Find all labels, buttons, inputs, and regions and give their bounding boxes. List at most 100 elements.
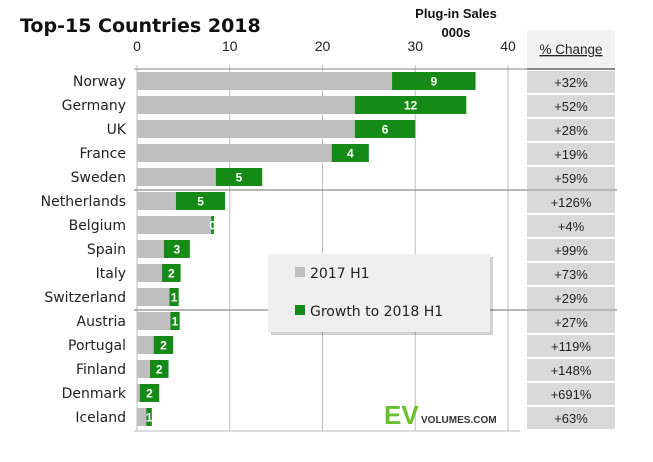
pct-change-value: +32% — [554, 75, 588, 90]
pct-change-cell — [527, 383, 615, 405]
growth-data-label: 2 — [156, 363, 163, 377]
category-label: Iceland — [75, 410, 126, 426]
logo-ev: EV — [384, 400, 419, 430]
pct-change-value: +29% — [554, 291, 588, 306]
growth-data-label: 9 — [430, 75, 437, 89]
pct-change-cell — [527, 263, 615, 285]
pct-change-cell — [527, 71, 615, 93]
bar-growth-2018-h1 — [211, 216, 214, 234]
pct-change-value: +59% — [554, 171, 588, 186]
bar-2017-h1 — [137, 264, 163, 282]
pct-change-column: % Change +32% +52% +28% +19% +59% +126% +4% +99… — [527, 30, 615, 429]
unit-label-line2: 000s — [442, 25, 471, 40]
bar-2017-h1 — [137, 408, 147, 426]
unit-label-line1: Plug-in Sales — [415, 6, 497, 21]
growth-data-label: 12 — [404, 99, 418, 113]
category-label: Belgium — [69, 218, 126, 234]
bar-growth-2018-h1 — [169, 288, 179, 306]
bar-2017-h1 — [137, 384, 140, 402]
bar-growth-2018-h1 — [162, 264, 181, 282]
pct-change-value: +126% — [551, 195, 592, 210]
growth-data-label: 4 — [347, 147, 354, 161]
legend-box — [268, 254, 490, 332]
bar-2017-h1 — [137, 72, 393, 90]
growth-data-label: 1 — [146, 411, 153, 425]
category-label: Portugal — [68, 338, 126, 354]
growth-data-label: 5 — [197, 195, 204, 209]
bar-2017-h1 — [137, 240, 164, 258]
pct-change-cell — [527, 407, 615, 429]
x-tick-label: 30 — [407, 38, 423, 54]
bar-growth-2018-h1 — [139, 384, 160, 402]
category-label: Austria — [77, 314, 126, 330]
category-label: Finland — [76, 362, 126, 378]
pct-change-cell — [527, 287, 615, 309]
logo-text: VOLUMES.COM — [421, 415, 497, 426]
bar-2017-h1 — [137, 144, 332, 162]
bar-growth-2018-h1 — [146, 408, 152, 426]
category-label: France — [79, 146, 126, 162]
pct-change-header: % Change — [539, 42, 602, 57]
legend-swatch-2017 — [295, 267, 305, 277]
bar-growth-2018-h1 — [163, 240, 190, 258]
x-tick-label: 10 — [222, 38, 238, 54]
category-label: Switzerland — [44, 290, 126, 306]
pct-change-cell — [527, 311, 615, 333]
growth-data-label: 0 — [209, 219, 216, 233]
category-labels: Norway Germany UK France Sweden Netherlands Be… — [41, 74, 127, 426]
pct-change-value: +119% — [551, 339, 591, 354]
bar-2017-h1 — [137, 360, 150, 378]
category-label: Germany — [62, 98, 126, 114]
bar-2017-h1 — [137, 168, 216, 186]
legend: 2017 H1 Growth to 2018 H1 — [268, 254, 493, 335]
bar-growth-2018-h1 — [153, 336, 174, 354]
bar-2017-h1 — [137, 120, 355, 138]
category-label: Spain — [87, 242, 126, 258]
pct-change-value: +148% — [551, 363, 592, 378]
pct-change-value: +99% — [554, 243, 588, 258]
bar-2017-h1 — [137, 192, 176, 210]
growth-data-label: 2 — [146, 387, 153, 401]
chart-title: Top-15 Countries 2018 — [20, 15, 261, 37]
bar-2017-h1 — [137, 312, 171, 330]
legend-swatch-growth — [295, 305, 305, 315]
x-axis-ticks: 0 10 20 30 40 — [133, 38, 516, 54]
bar-2017-h1 — [137, 96, 355, 114]
category-label: Denmark — [62, 386, 127, 402]
category-label: Norway — [73, 74, 126, 90]
pct-change-cell — [527, 167, 615, 189]
pct-change-value: +27% — [554, 315, 588, 330]
pct-change-cell — [527, 359, 615, 381]
bar-2017-h1 — [137, 336, 154, 354]
bar-growth-2018-h1 — [170, 312, 180, 330]
category-label: Netherlands — [41, 194, 126, 210]
growth-data-label: 1 — [171, 291, 178, 305]
pct-change-cell — [527, 239, 615, 261]
bar-2017-h1 — [137, 288, 170, 306]
bar-2017-h1 — [137, 216, 212, 234]
growth-data-label: 2 — [160, 339, 167, 353]
bar-growth-2018-h1 — [354, 120, 416, 138]
growth-data-label: 1 — [172, 315, 179, 329]
growth-data-label: 3 — [174, 243, 181, 257]
bar-growth-2018-h1 — [354, 96, 467, 114]
x-tick-label: 20 — [315, 38, 331, 54]
pct-change-cell — [527, 335, 615, 357]
category-label: UK — [107, 122, 127, 138]
bar-growth-2018-h1 — [392, 72, 476, 90]
growth-data-label: 2 — [168, 267, 175, 281]
pct-change-value: +19% — [554, 147, 588, 162]
pct-change-value: +63% — [554, 411, 588, 426]
bar-growth-2018-h1 — [331, 144, 369, 162]
pct-change-cell — [527, 143, 615, 165]
bar-growth-2018-h1 — [149, 360, 169, 378]
pct-change-value: +691% — [551, 387, 592, 402]
pct-change-cell — [527, 119, 615, 141]
bar-growth-2018-h1 — [175, 192, 226, 210]
x-tick-label: 40 — [500, 38, 516, 54]
category-label: Sweden — [71, 170, 126, 186]
bar-growth-2018-h1 — [215, 168, 263, 186]
pct-change-cell — [527, 95, 615, 117]
